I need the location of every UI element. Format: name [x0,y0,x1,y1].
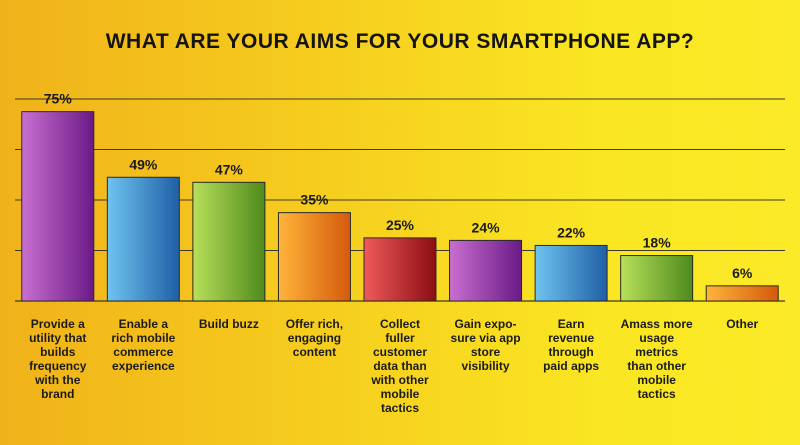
category-label-line: with the [35,373,81,387]
bar [277,212,351,302]
category-label-line: rich mobile [111,331,176,345]
category-label-line: Build buzz [198,317,259,331]
category-label-line: metrics [635,345,678,359]
chart-title: WHAT ARE YOUR AIMS FOR YOUR SMARTPHONE A… [105,30,695,53]
category-label: Gain expo-sure via app store visibility [443,317,529,373]
category-label-line: Enable a [118,317,168,331]
value-label: 35% [300,192,329,208]
category-label-line: tactics [637,387,676,401]
category-label-line: visibility [461,359,510,373]
value-label: 47% [215,161,244,177]
category-label: Earn revenue through paid apps [528,317,614,373]
category-label-line: customer [372,345,428,359]
bar [534,244,608,302]
category-label-line: Collect [379,317,420,331]
category-label: Provide a utility that builds frequency with… [15,317,101,401]
category-label-line: mobile [380,387,420,401]
category-label-line: than other [627,359,686,373]
category-label-line: fuller [385,331,415,345]
category-label-line: engaging [287,331,342,345]
category-label-line: Gain expo- [454,317,517,331]
category-label: Collect fuller customer data than with other… [357,317,443,415]
category-label-line: through [548,345,594,359]
category-label-line: sure via app [450,331,521,345]
category-label-line: Earn [557,317,585,331]
category-label-line: with other [371,373,429,387]
category-label: Offer rich, engaging content [271,317,357,359]
category-label-line: paid apps [543,359,600,373]
value-label: 18% [643,235,672,251]
value-label: 75% [44,91,73,107]
bar [705,285,779,302]
category-label-line: Amass more [620,317,693,331]
category-label-line: mobile [637,373,676,387]
category-label-line: usage [639,331,674,345]
category-label-line: utility that [29,331,87,345]
value-label: 49% [129,156,158,172]
category-label-line: builds [40,345,76,359]
category-label-line: data than [373,359,427,373]
category-label-line: content [292,345,337,359]
bar [192,181,266,302]
category-label-line: store [470,345,501,359]
category-label-line: frequency [29,359,87,373]
category-label-line: experience [111,359,175,373]
bar [620,255,694,302]
value-label: 24% [472,219,501,235]
category-label-line: revenue [548,331,595,345]
bar [449,239,523,302]
category-label-line: tactics [380,401,420,415]
value-label: 6% [732,265,753,281]
bar [21,111,95,302]
category-label: Other [699,317,785,331]
category-label: Enable a rich mobile commerce experience [100,317,186,373]
category-label: Build buzz [186,317,272,331]
category-label-line: Offer rich, [285,317,344,331]
category-label-line: Other [726,317,759,331]
category-label-line: Provide a [30,317,85,331]
value-label: 25% [386,217,415,233]
category-label: Amass more usage metrics than other mobile ta… [614,317,700,401]
value-label: 22% [557,224,586,240]
category-label-line: commerce [113,345,174,359]
category-label-line: brand [41,387,75,401]
bar [106,176,180,302]
bar [363,237,437,302]
